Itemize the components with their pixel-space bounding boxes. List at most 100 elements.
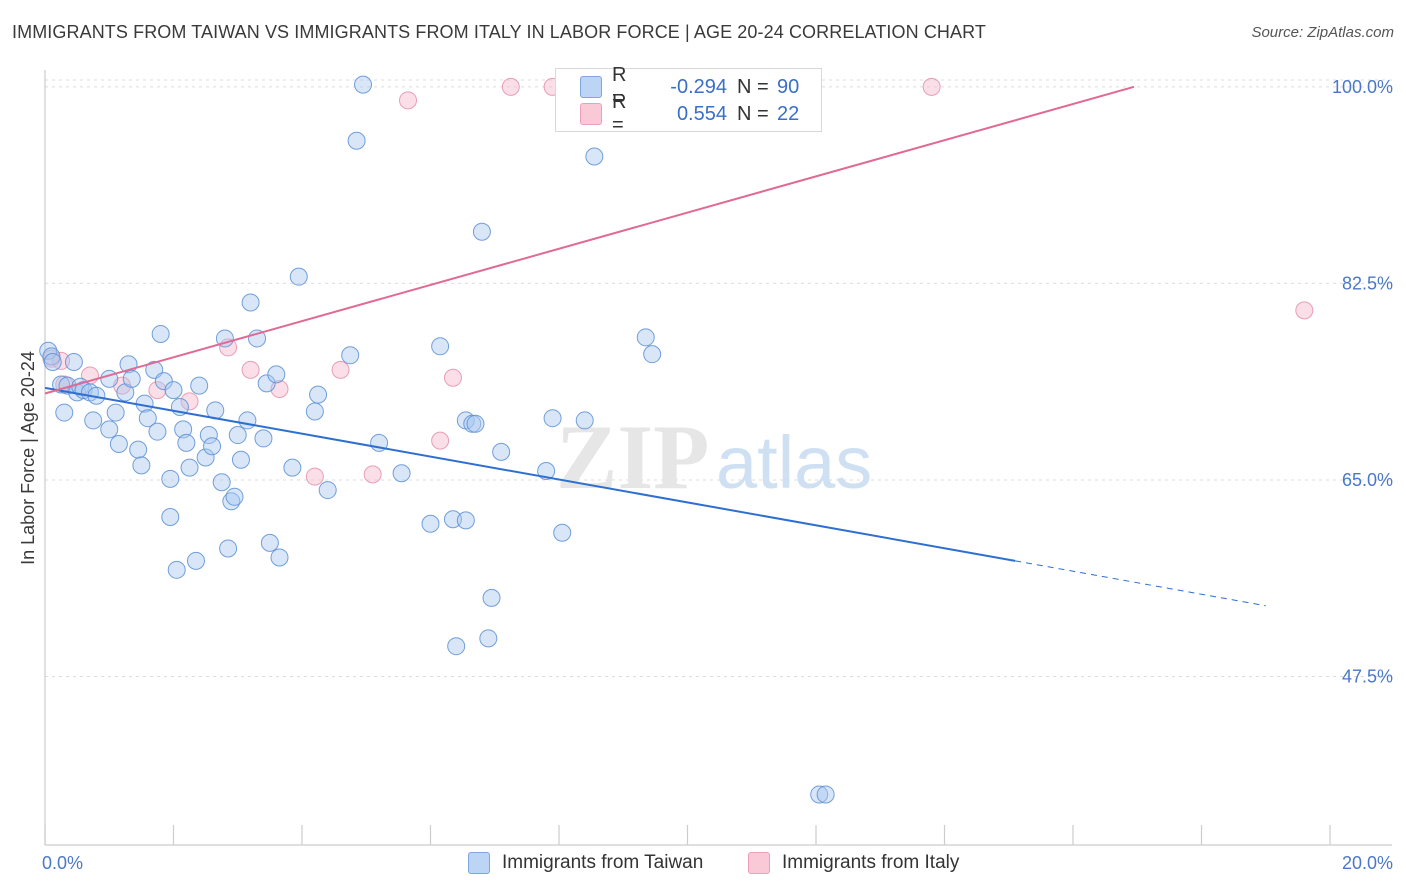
point-taiwan bbox=[318, 481, 337, 500]
legend-item-taiwan[interactable]: Immigrants from Taiwan bbox=[468, 852, 703, 874]
legend-r-value-italy: 0.554 bbox=[676, 102, 727, 125]
watermark-atlas: atlas bbox=[716, 421, 872, 504]
series-taiwan-points bbox=[39, 75, 835, 804]
point-taiwan bbox=[84, 411, 103, 430]
point-taiwan bbox=[231, 450, 250, 469]
point-taiwan bbox=[443, 510, 462, 529]
point-taiwan bbox=[215, 329, 234, 348]
point-taiwan bbox=[482, 588, 501, 607]
point-taiwan bbox=[456, 511, 475, 530]
point-taiwan bbox=[180, 458, 199, 477]
point-taiwan bbox=[472, 222, 491, 241]
point-taiwan bbox=[43, 353, 62, 372]
point-taiwan bbox=[543, 409, 562, 428]
point-taiwan bbox=[431, 337, 450, 356]
legend-n-label: N = bbox=[737, 75, 769, 98]
point-taiwan bbox=[225, 487, 244, 506]
point-italy bbox=[399, 91, 418, 110]
legend-r-value-taiwan: -0.294 bbox=[670, 75, 727, 98]
point-italy bbox=[148, 381, 167, 400]
point-taiwan bbox=[305, 402, 324, 421]
point-italy bbox=[180, 392, 199, 411]
point-taiwan bbox=[447, 637, 466, 656]
axes bbox=[44, 70, 1392, 846]
legend-swatch-italy bbox=[580, 103, 602, 125]
point-taiwan bbox=[190, 376, 209, 395]
point-taiwan bbox=[177, 433, 196, 452]
point-taiwan bbox=[238, 411, 257, 430]
point-taiwan bbox=[161, 508, 180, 527]
point-taiwan bbox=[267, 365, 286, 384]
grid-lines bbox=[45, 79, 1392, 678]
y-tick-label: 47.5% bbox=[1342, 667, 1393, 687]
point-taiwan bbox=[39, 341, 58, 360]
point-taiwan bbox=[810, 785, 829, 804]
point-taiwan bbox=[575, 411, 594, 430]
point-italy bbox=[331, 360, 350, 379]
point-taiwan bbox=[122, 369, 141, 388]
legend-n-label: N = bbox=[737, 102, 769, 125]
point-taiwan bbox=[186, 551, 205, 570]
point-italy bbox=[241, 360, 260, 379]
point-taiwan bbox=[257, 374, 276, 393]
trend-line-taiwan bbox=[44, 386, 1016, 562]
legend-label-italy: Immigrants from Italy bbox=[782, 852, 960, 873]
legend-swatch-italy bbox=[748, 852, 770, 874]
point-taiwan bbox=[196, 448, 215, 467]
point-italy bbox=[443, 368, 462, 387]
watermark-zip: ZIP bbox=[556, 406, 709, 508]
point-taiwan bbox=[174, 420, 193, 439]
point-taiwan bbox=[199, 426, 218, 445]
point-taiwan bbox=[219, 539, 238, 558]
point-taiwan bbox=[241, 293, 260, 312]
trend-line-taiwan-extension bbox=[1015, 560, 1266, 607]
y-axis-label: In Labor Force | Age 20-24 bbox=[18, 351, 38, 565]
point-taiwan bbox=[154, 372, 173, 391]
y-tick-label: 82.5% bbox=[1342, 273, 1393, 293]
point-taiwan bbox=[228, 426, 247, 445]
point-taiwan bbox=[553, 523, 572, 542]
legend-swatch-taiwan bbox=[468, 852, 490, 874]
point-taiwan bbox=[129, 440, 148, 459]
legend-label-taiwan: Immigrants from Taiwan bbox=[502, 852, 704, 873]
legend-n-value-taiwan: 90 bbox=[777, 75, 800, 98]
legend-r-label: R = bbox=[612, 64, 627, 109]
point-italy bbox=[501, 77, 520, 96]
y-tick-label: 65.0% bbox=[1342, 470, 1393, 490]
point-taiwan bbox=[421, 514, 440, 533]
point-taiwan bbox=[151, 324, 170, 343]
point-taiwan bbox=[816, 785, 835, 804]
point-italy bbox=[305, 467, 324, 486]
legend-item-italy[interactable]: Immigrants from Italy bbox=[748, 852, 959, 874]
tick-labels: 47.5% 65.0% 82.5% 100.0% 0.0% 20.0% bbox=[42, 77, 1393, 873]
point-taiwan bbox=[492, 442, 511, 461]
point-taiwan bbox=[164, 381, 183, 400]
x-tick-label: 0.0% bbox=[42, 853, 83, 873]
point-taiwan bbox=[212, 473, 231, 492]
watermark: ZIP atlas bbox=[556, 406, 872, 508]
source-credit: Source: ZipAtlas.com bbox=[1251, 24, 1394, 41]
trend-lines bbox=[44, 85, 1266, 607]
trend-line-italy bbox=[44, 85, 1135, 395]
series-legend: Immigrants from Taiwan Immigrants from I… bbox=[0, 852, 1406, 878]
point-taiwan bbox=[254, 429, 273, 448]
point-taiwan bbox=[270, 548, 289, 567]
point-taiwan bbox=[138, 409, 157, 428]
point-taiwan bbox=[100, 420, 119, 439]
point-taiwan bbox=[132, 456, 151, 475]
point-taiwan bbox=[55, 403, 74, 422]
point-taiwan bbox=[636, 328, 655, 347]
point-taiwan bbox=[106, 403, 125, 422]
point-taiwan bbox=[42, 347, 61, 366]
point-taiwan bbox=[283, 458, 302, 477]
x-tick-label: 20.0% bbox=[1342, 853, 1393, 873]
point-taiwan bbox=[148, 422, 167, 441]
point-taiwan bbox=[354, 75, 373, 94]
point-taiwan bbox=[260, 533, 279, 552]
legend-swatch-taiwan bbox=[580, 76, 602, 98]
point-taiwan bbox=[167, 560, 186, 579]
point-italy bbox=[922, 77, 941, 96]
point-italy bbox=[431, 431, 450, 450]
point-taiwan bbox=[161, 469, 180, 488]
